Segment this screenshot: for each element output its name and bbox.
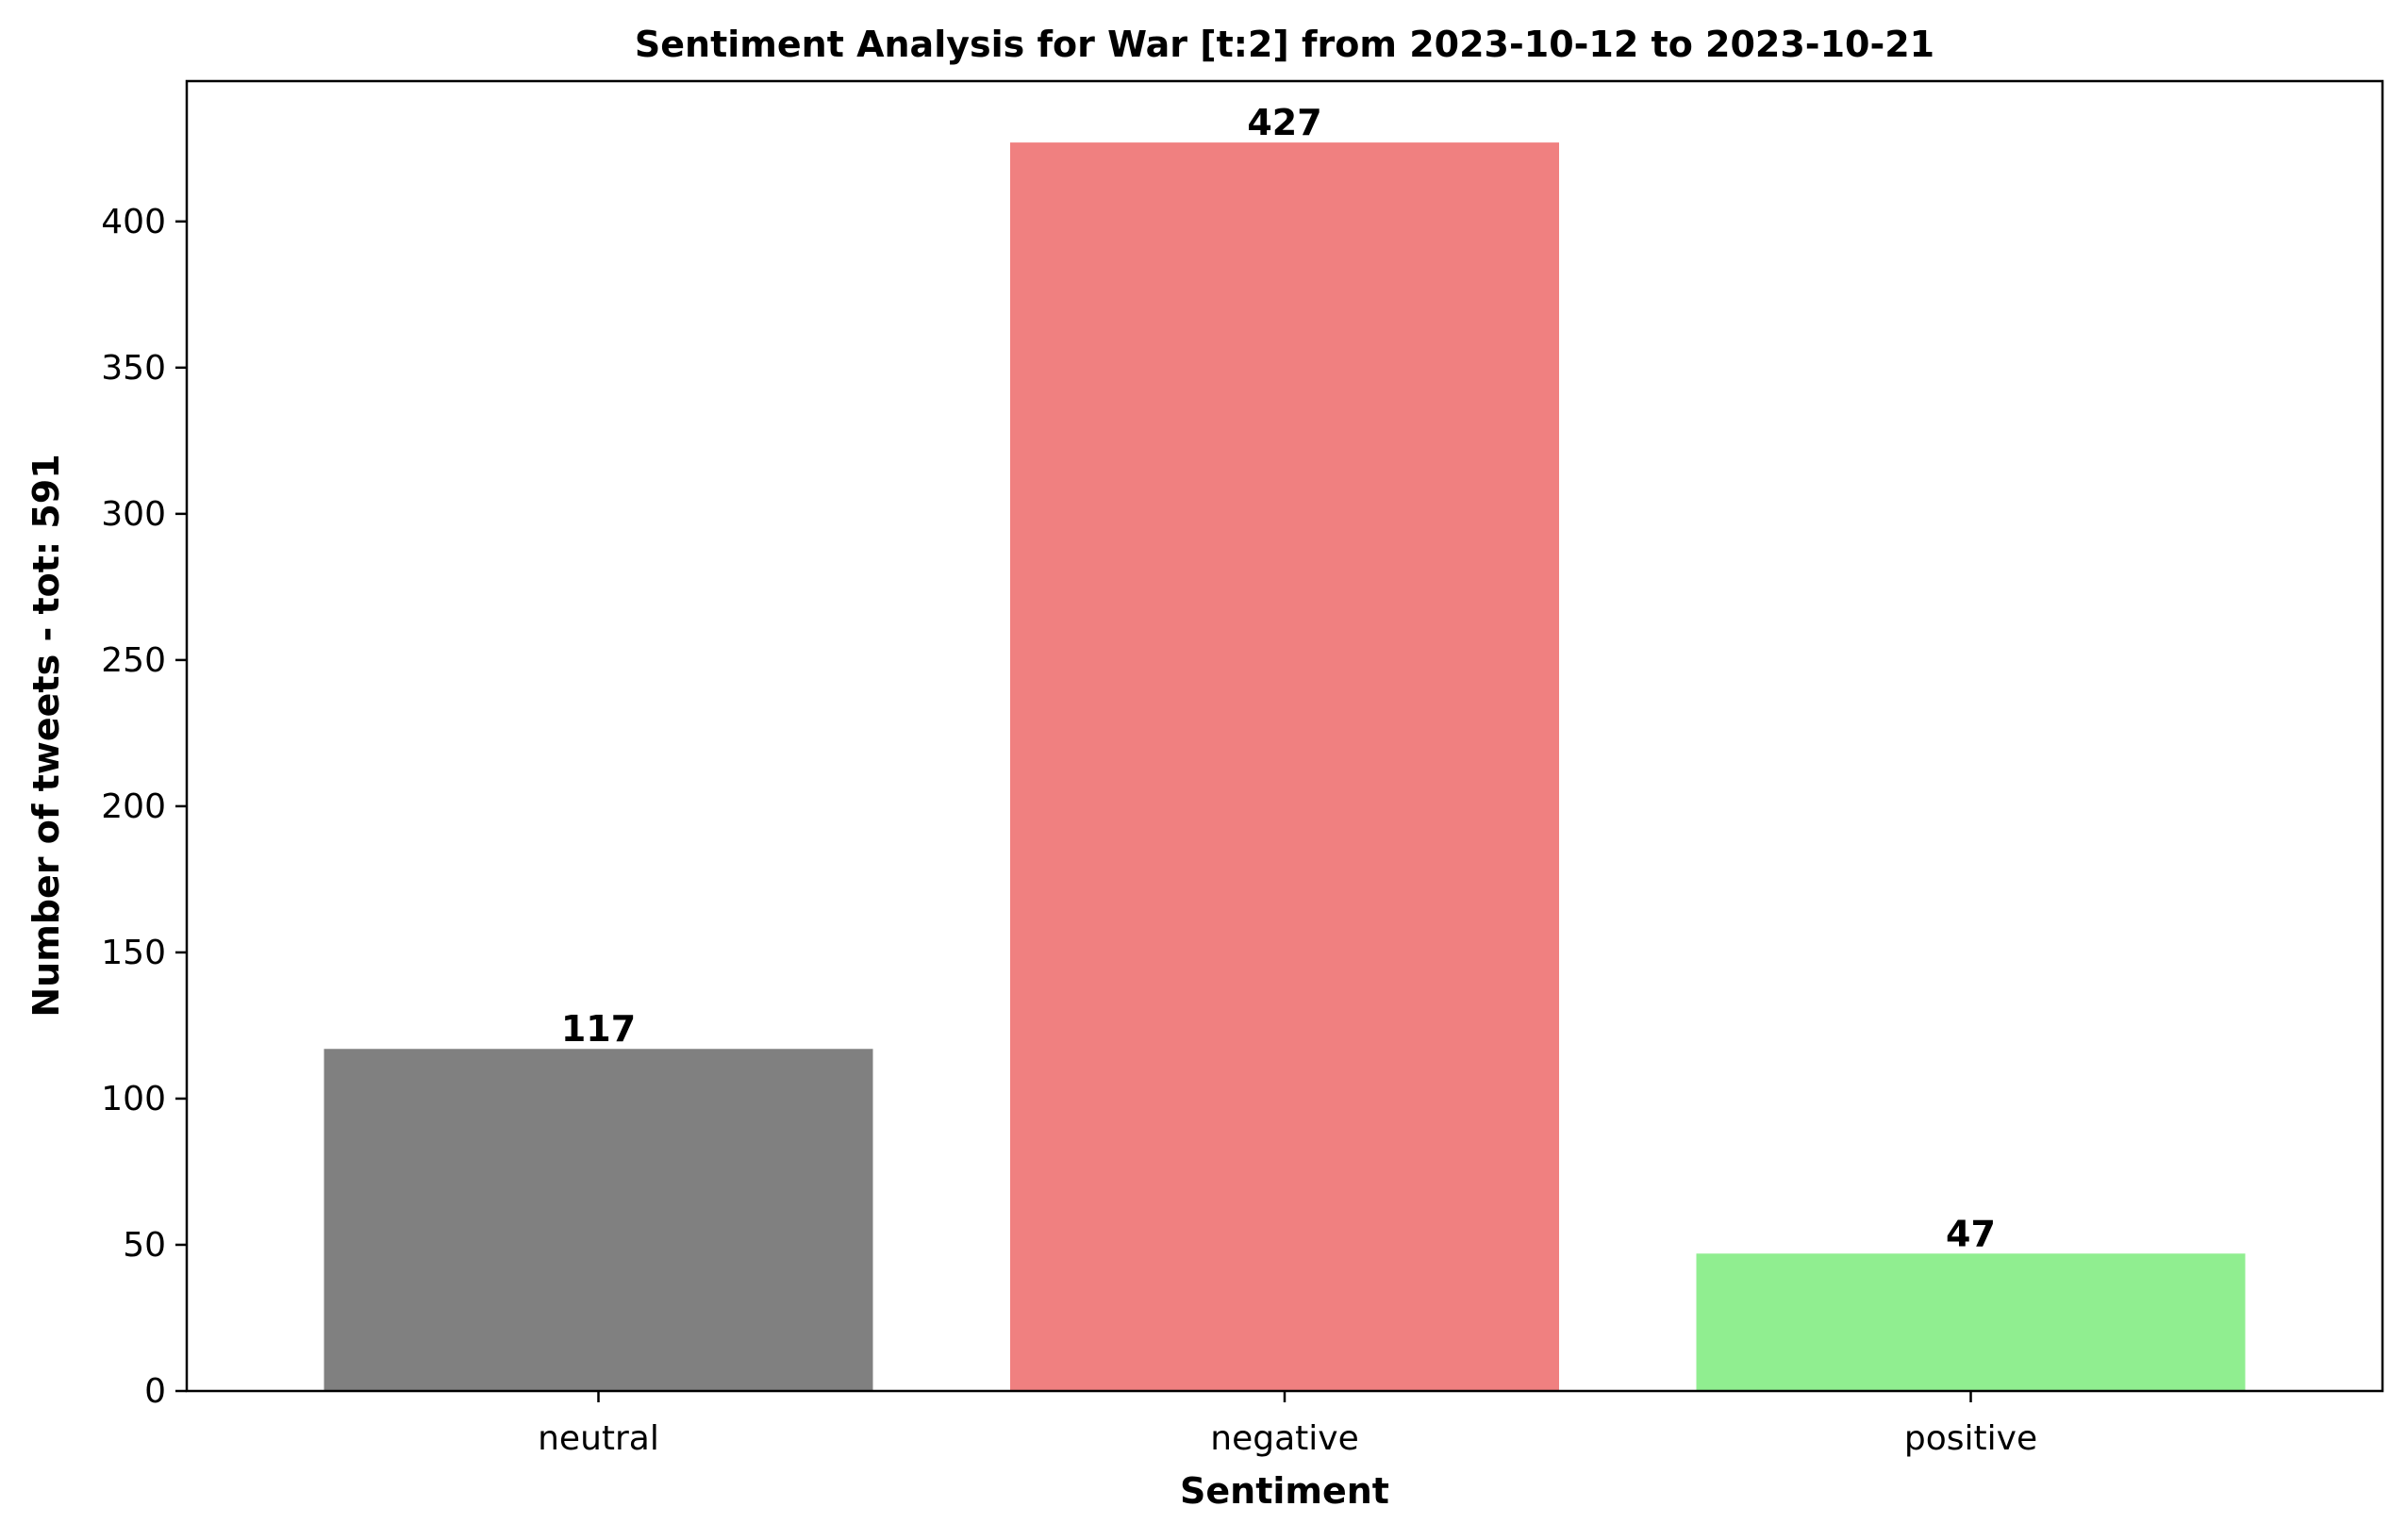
y-axis-label: Number of tweets - tot: 591	[25, 454, 67, 1017]
data-label-neutral: 117	[561, 1008, 636, 1050]
bars-layer: 117 427 47	[324, 102, 2246, 1391]
bar-neutral	[324, 1049, 873, 1391]
data-label-negative: 427	[1247, 102, 1321, 143]
bar-positive	[1696, 1253, 2246, 1391]
y-tick-label-350: 350	[101, 349, 166, 388]
y-tick-label-200: 200	[101, 787, 166, 826]
x-tick-label-positive: positive	[1904, 1419, 2037, 1458]
y-tick-label-250: 250	[101, 641, 166, 680]
chart-title: Sentiment Analysis for War [t:2] from 20…	[635, 24, 1934, 65]
bar-negative	[1010, 142, 1559, 1391]
x-tick-label-neutral: neutral	[538, 1419, 659, 1458]
x-axis-ticks: neutral negative positive	[538, 1391, 2037, 1458]
y-tick-label-300: 300	[101, 495, 166, 534]
y-tick-label-400: 400	[101, 203, 166, 241]
y-tick-label-150: 150	[101, 934, 166, 972]
y-axis-ticks: 0 50 100 150 200 250 300 350 400	[101, 203, 187, 1411]
x-axis-label: Sentiment	[1180, 1470, 1389, 1512]
y-tick-label-50: 50	[123, 1226, 166, 1265]
data-label-positive: 47	[1946, 1213, 1996, 1254]
x-tick-label-negative: negative	[1210, 1419, 1358, 1458]
y-tick-label-0: 0	[144, 1372, 166, 1411]
y-tick-label-100: 100	[101, 1080, 166, 1118]
plot-area-frame	[185, 79, 2384, 1393]
